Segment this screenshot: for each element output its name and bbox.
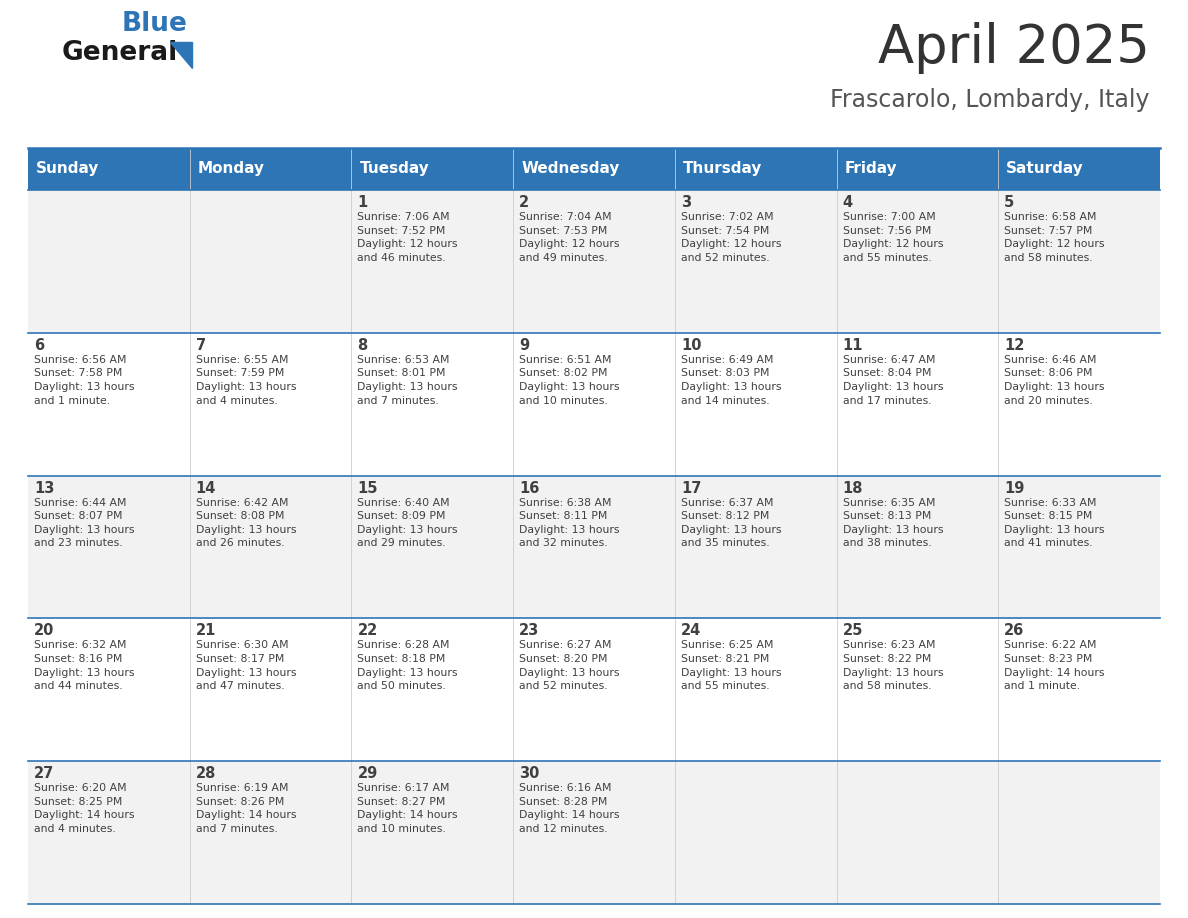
Text: 3: 3 bbox=[681, 195, 691, 210]
Text: Sunrise: 6:56 AM
Sunset: 7:58 PM
Daylight: 13 hours
and 1 minute.: Sunrise: 6:56 AM Sunset: 7:58 PM Dayligh… bbox=[34, 354, 134, 406]
Text: Wednesday: Wednesday bbox=[522, 162, 619, 176]
Text: Sunrise: 6:23 AM
Sunset: 8:22 PM
Daylight: 13 hours
and 58 minutes.: Sunrise: 6:23 AM Sunset: 8:22 PM Dayligh… bbox=[842, 641, 943, 691]
Text: Sunrise: 6:38 AM
Sunset: 8:11 PM
Daylight: 13 hours
and 32 minutes.: Sunrise: 6:38 AM Sunset: 8:11 PM Dayligh… bbox=[519, 498, 620, 548]
Text: Sunrise: 6:25 AM
Sunset: 8:21 PM
Daylight: 13 hours
and 55 minutes.: Sunrise: 6:25 AM Sunset: 8:21 PM Dayligh… bbox=[681, 641, 782, 691]
Text: 23: 23 bbox=[519, 623, 539, 638]
Text: 20: 20 bbox=[34, 623, 55, 638]
Bar bbox=[190, 148, 352, 190]
Text: Sunrise: 6:27 AM
Sunset: 8:20 PM
Daylight: 13 hours
and 52 minutes.: Sunrise: 6:27 AM Sunset: 8:20 PM Dayligh… bbox=[519, 641, 620, 691]
Text: 29: 29 bbox=[358, 767, 378, 781]
Polygon shape bbox=[170, 42, 192, 68]
Bar bbox=[29, 476, 1159, 619]
Text: Thursday: Thursday bbox=[683, 162, 763, 176]
Text: 16: 16 bbox=[519, 481, 539, 496]
Text: Sunrise: 6:37 AM
Sunset: 8:12 PM
Daylight: 13 hours
and 35 minutes.: Sunrise: 6:37 AM Sunset: 8:12 PM Dayligh… bbox=[681, 498, 782, 548]
Text: Saturday: Saturday bbox=[1006, 162, 1083, 176]
Text: Sunrise: 7:04 AM
Sunset: 7:53 PM
Daylight: 12 hours
and 49 minutes.: Sunrise: 7:04 AM Sunset: 7:53 PM Dayligh… bbox=[519, 212, 620, 263]
Text: Tuesday: Tuesday bbox=[360, 162, 429, 176]
Text: 14: 14 bbox=[196, 481, 216, 496]
Text: Sunrise: 6:58 AM
Sunset: 7:57 PM
Daylight: 12 hours
and 58 minutes.: Sunrise: 6:58 AM Sunset: 7:57 PM Dayligh… bbox=[1004, 212, 1105, 263]
Bar bbox=[513, 148, 675, 190]
Text: Sunrise: 6:55 AM
Sunset: 7:59 PM
Daylight: 13 hours
and 4 minutes.: Sunrise: 6:55 AM Sunset: 7:59 PM Dayligh… bbox=[196, 354, 296, 406]
Text: Sunrise: 6:17 AM
Sunset: 8:27 PM
Daylight: 14 hours
and 10 minutes.: Sunrise: 6:17 AM Sunset: 8:27 PM Dayligh… bbox=[358, 783, 457, 834]
Text: 12: 12 bbox=[1004, 338, 1025, 353]
Text: 27: 27 bbox=[34, 767, 55, 781]
Text: Sunrise: 6:49 AM
Sunset: 8:03 PM
Daylight: 13 hours
and 14 minutes.: Sunrise: 6:49 AM Sunset: 8:03 PM Dayligh… bbox=[681, 354, 782, 406]
Text: 9: 9 bbox=[519, 338, 530, 353]
Text: Sunrise: 6:44 AM
Sunset: 8:07 PM
Daylight: 13 hours
and 23 minutes.: Sunrise: 6:44 AM Sunset: 8:07 PM Dayligh… bbox=[34, 498, 134, 548]
Text: 6: 6 bbox=[34, 338, 44, 353]
Bar bbox=[29, 333, 1159, 476]
Text: 15: 15 bbox=[358, 481, 378, 496]
Text: 1: 1 bbox=[358, 195, 367, 210]
Text: Sunrise: 7:00 AM
Sunset: 7:56 PM
Daylight: 12 hours
and 55 minutes.: Sunrise: 7:00 AM Sunset: 7:56 PM Dayligh… bbox=[842, 212, 943, 263]
Bar bbox=[352, 148, 513, 190]
Bar bbox=[675, 148, 836, 190]
Text: 7: 7 bbox=[196, 338, 206, 353]
Text: 24: 24 bbox=[681, 623, 701, 638]
Text: Sunrise: 7:06 AM
Sunset: 7:52 PM
Daylight: 12 hours
and 46 minutes.: Sunrise: 7:06 AM Sunset: 7:52 PM Dayligh… bbox=[358, 212, 457, 263]
Text: 2: 2 bbox=[519, 195, 530, 210]
Text: Sunrise: 6:33 AM
Sunset: 8:15 PM
Daylight: 13 hours
and 41 minutes.: Sunrise: 6:33 AM Sunset: 8:15 PM Dayligh… bbox=[1004, 498, 1105, 548]
Bar bbox=[29, 148, 190, 190]
Text: Sunrise: 6:22 AM
Sunset: 8:23 PM
Daylight: 14 hours
and 1 minute.: Sunrise: 6:22 AM Sunset: 8:23 PM Dayligh… bbox=[1004, 641, 1105, 691]
Text: 25: 25 bbox=[842, 623, 862, 638]
Text: Sunrise: 6:51 AM
Sunset: 8:02 PM
Daylight: 13 hours
and 10 minutes.: Sunrise: 6:51 AM Sunset: 8:02 PM Dayligh… bbox=[519, 354, 620, 406]
Text: 8: 8 bbox=[358, 338, 367, 353]
Bar bbox=[998, 148, 1159, 190]
Text: 21: 21 bbox=[196, 623, 216, 638]
Text: 18: 18 bbox=[842, 481, 862, 496]
Text: Sunrise: 6:32 AM
Sunset: 8:16 PM
Daylight: 13 hours
and 44 minutes.: Sunrise: 6:32 AM Sunset: 8:16 PM Dayligh… bbox=[34, 641, 134, 691]
Text: 10: 10 bbox=[681, 338, 701, 353]
Text: Frascarolo, Lombardy, Italy: Frascarolo, Lombardy, Italy bbox=[830, 88, 1150, 112]
Text: Sunrise: 6:42 AM
Sunset: 8:08 PM
Daylight: 13 hours
and 26 minutes.: Sunrise: 6:42 AM Sunset: 8:08 PM Dayligh… bbox=[196, 498, 296, 548]
Text: General: General bbox=[62, 40, 178, 66]
Text: Sunrise: 6:28 AM
Sunset: 8:18 PM
Daylight: 13 hours
and 50 minutes.: Sunrise: 6:28 AM Sunset: 8:18 PM Dayligh… bbox=[358, 641, 457, 691]
Text: 17: 17 bbox=[681, 481, 701, 496]
Text: 30: 30 bbox=[519, 767, 539, 781]
Bar bbox=[29, 619, 1159, 761]
Text: Monday: Monday bbox=[197, 162, 265, 176]
Text: Sunrise: 6:53 AM
Sunset: 8:01 PM
Daylight: 13 hours
and 7 minutes.: Sunrise: 6:53 AM Sunset: 8:01 PM Dayligh… bbox=[358, 354, 457, 406]
Bar bbox=[29, 190, 1159, 333]
Text: Sunrise: 6:35 AM
Sunset: 8:13 PM
Daylight: 13 hours
and 38 minutes.: Sunrise: 6:35 AM Sunset: 8:13 PM Dayligh… bbox=[842, 498, 943, 548]
Bar bbox=[836, 148, 998, 190]
Text: 26: 26 bbox=[1004, 623, 1024, 638]
Text: Sunrise: 6:30 AM
Sunset: 8:17 PM
Daylight: 13 hours
and 47 minutes.: Sunrise: 6:30 AM Sunset: 8:17 PM Dayligh… bbox=[196, 641, 296, 691]
Text: Sunrise: 6:19 AM
Sunset: 8:26 PM
Daylight: 14 hours
and 7 minutes.: Sunrise: 6:19 AM Sunset: 8:26 PM Dayligh… bbox=[196, 783, 296, 834]
Text: April 2025: April 2025 bbox=[878, 22, 1150, 74]
Text: 11: 11 bbox=[842, 338, 862, 353]
Text: 22: 22 bbox=[358, 623, 378, 638]
Text: Sunrise: 6:20 AM
Sunset: 8:25 PM
Daylight: 14 hours
and 4 minutes.: Sunrise: 6:20 AM Sunset: 8:25 PM Dayligh… bbox=[34, 783, 134, 834]
Text: Sunrise: 6:47 AM
Sunset: 8:04 PM
Daylight: 13 hours
and 17 minutes.: Sunrise: 6:47 AM Sunset: 8:04 PM Dayligh… bbox=[842, 354, 943, 406]
Text: Friday: Friday bbox=[845, 162, 897, 176]
Text: 5: 5 bbox=[1004, 195, 1015, 210]
Text: Sunrise: 6:46 AM
Sunset: 8:06 PM
Daylight: 13 hours
and 20 minutes.: Sunrise: 6:46 AM Sunset: 8:06 PM Dayligh… bbox=[1004, 354, 1105, 406]
Text: 19: 19 bbox=[1004, 481, 1025, 496]
Text: 28: 28 bbox=[196, 767, 216, 781]
Text: Blue: Blue bbox=[122, 11, 188, 37]
Text: Sunrise: 7:02 AM
Sunset: 7:54 PM
Daylight: 12 hours
and 52 minutes.: Sunrise: 7:02 AM Sunset: 7:54 PM Dayligh… bbox=[681, 212, 782, 263]
Bar bbox=[29, 761, 1159, 904]
Text: Sunrise: 6:40 AM
Sunset: 8:09 PM
Daylight: 13 hours
and 29 minutes.: Sunrise: 6:40 AM Sunset: 8:09 PM Dayligh… bbox=[358, 498, 457, 548]
Text: Sunday: Sunday bbox=[36, 162, 100, 176]
Text: Sunrise: 6:16 AM
Sunset: 8:28 PM
Daylight: 14 hours
and 12 minutes.: Sunrise: 6:16 AM Sunset: 8:28 PM Dayligh… bbox=[519, 783, 620, 834]
Text: 13: 13 bbox=[34, 481, 55, 496]
Text: 4: 4 bbox=[842, 195, 853, 210]
